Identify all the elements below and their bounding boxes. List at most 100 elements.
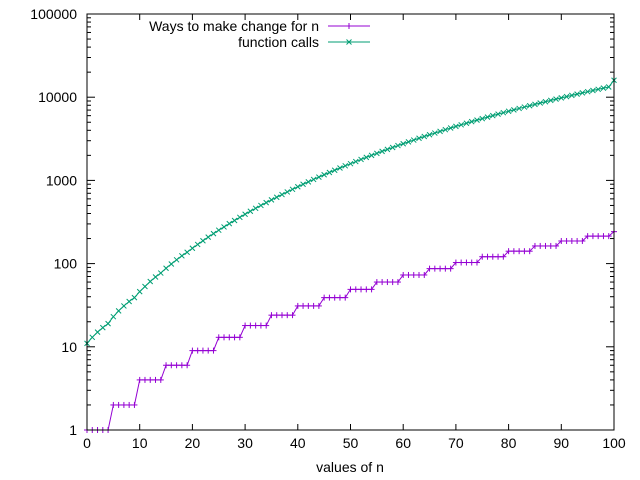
data-point bbox=[579, 90, 586, 96]
data-point bbox=[152, 376, 159, 383]
data-point bbox=[316, 174, 322, 180]
data-point bbox=[110, 401, 117, 408]
data-point bbox=[600, 233, 607, 240]
data-point bbox=[458, 259, 465, 266]
data-point bbox=[258, 202, 264, 209]
data-point bbox=[400, 140, 407, 147]
data-point bbox=[405, 271, 412, 278]
data-point bbox=[395, 142, 401, 149]
data-point bbox=[157, 270, 164, 276]
data-point bbox=[352, 158, 359, 165]
data-point bbox=[215, 227, 222, 234]
data-point bbox=[168, 362, 175, 369]
data-point bbox=[474, 117, 480, 123]
data-point bbox=[595, 86, 602, 93]
data-point bbox=[136, 288, 143, 295]
data-point bbox=[489, 253, 496, 260]
y-tick-label: 10000 bbox=[38, 89, 77, 105]
data-point bbox=[326, 294, 333, 301]
data-point bbox=[194, 241, 201, 248]
data-point bbox=[568, 237, 575, 244]
data-point bbox=[99, 324, 106, 331]
data-point bbox=[121, 303, 127, 309]
data-point bbox=[500, 253, 507, 260]
data-point bbox=[236, 334, 243, 341]
data-point bbox=[479, 115, 486, 122]
data-point bbox=[142, 283, 148, 290]
data-point bbox=[115, 308, 122, 314]
data-point bbox=[347, 160, 354, 167]
data-point bbox=[163, 265, 169, 272]
data-point bbox=[568, 92, 575, 99]
data-point bbox=[147, 376, 154, 383]
data-point bbox=[563, 93, 570, 100]
data-point bbox=[189, 245, 196, 252]
data-point bbox=[141, 376, 148, 383]
data-point bbox=[358, 286, 365, 293]
x-tick-label: 40 bbox=[290, 435, 306, 451]
data-point bbox=[574, 237, 581, 244]
data-point bbox=[410, 137, 417, 143]
data-point bbox=[284, 189, 291, 195]
data-point bbox=[194, 347, 201, 354]
data-point bbox=[521, 104, 528, 110]
series-layer bbox=[84, 77, 617, 433]
data-point bbox=[89, 334, 96, 341]
data-point bbox=[584, 233, 591, 240]
data-point bbox=[131, 401, 138, 408]
data-point bbox=[484, 114, 491, 120]
series-calls bbox=[84, 77, 617, 347]
data-point bbox=[205, 234, 212, 240]
y-tick-label: 1 bbox=[69, 422, 77, 438]
data-point bbox=[452, 259, 459, 266]
data-point bbox=[252, 322, 259, 329]
data-point bbox=[273, 312, 280, 319]
data-point bbox=[558, 237, 565, 244]
data-point bbox=[184, 249, 190, 256]
data-point bbox=[263, 199, 270, 206]
x-tick-label: 10 bbox=[132, 435, 148, 451]
data-point bbox=[226, 334, 233, 341]
data-point bbox=[516, 248, 523, 255]
x-tick-label: 30 bbox=[237, 435, 253, 451]
data-point bbox=[468, 118, 475, 125]
data-point bbox=[505, 108, 512, 115]
data-point bbox=[205, 347, 212, 354]
data-point bbox=[542, 242, 549, 249]
y-tick-label: 100 bbox=[54, 256, 78, 272]
data-point bbox=[289, 186, 296, 193]
data-point bbox=[157, 376, 164, 383]
data-point bbox=[531, 242, 538, 249]
y-tick-label: 10 bbox=[61, 339, 77, 355]
data-point bbox=[315, 302, 322, 309]
legend-label-calls: function calls bbox=[238, 34, 319, 50]
data-point bbox=[426, 131, 433, 138]
legend: Ways to make change for n function calls bbox=[149, 18, 370, 50]
data-point bbox=[179, 252, 185, 259]
data-point bbox=[442, 265, 449, 272]
data-point bbox=[342, 294, 349, 301]
data-point bbox=[384, 279, 391, 286]
data-point bbox=[94, 329, 101, 336]
data-point bbox=[521, 248, 528, 255]
data-point bbox=[379, 148, 385, 155]
data-point bbox=[363, 286, 370, 293]
plot-frame bbox=[86, 13, 615, 431]
data-point bbox=[178, 362, 185, 369]
data-point bbox=[510, 248, 517, 255]
data-point bbox=[389, 144, 396, 151]
data-point bbox=[511, 106, 517, 113]
data-point bbox=[352, 286, 359, 293]
data-point bbox=[184, 362, 191, 369]
data-point bbox=[495, 253, 502, 260]
data-point bbox=[168, 261, 175, 267]
ticks-layer: 0 10 20 30 40 50 60 70 80 90 100110100100010000100… bbox=[30, 6, 626, 451]
data-point bbox=[605, 233, 612, 240]
data-point bbox=[263, 322, 270, 329]
data-point bbox=[532, 101, 538, 108]
data-point bbox=[426, 265, 433, 272]
data-point bbox=[189, 347, 196, 354]
data-point bbox=[463, 120, 470, 127]
data-point bbox=[305, 178, 312, 185]
